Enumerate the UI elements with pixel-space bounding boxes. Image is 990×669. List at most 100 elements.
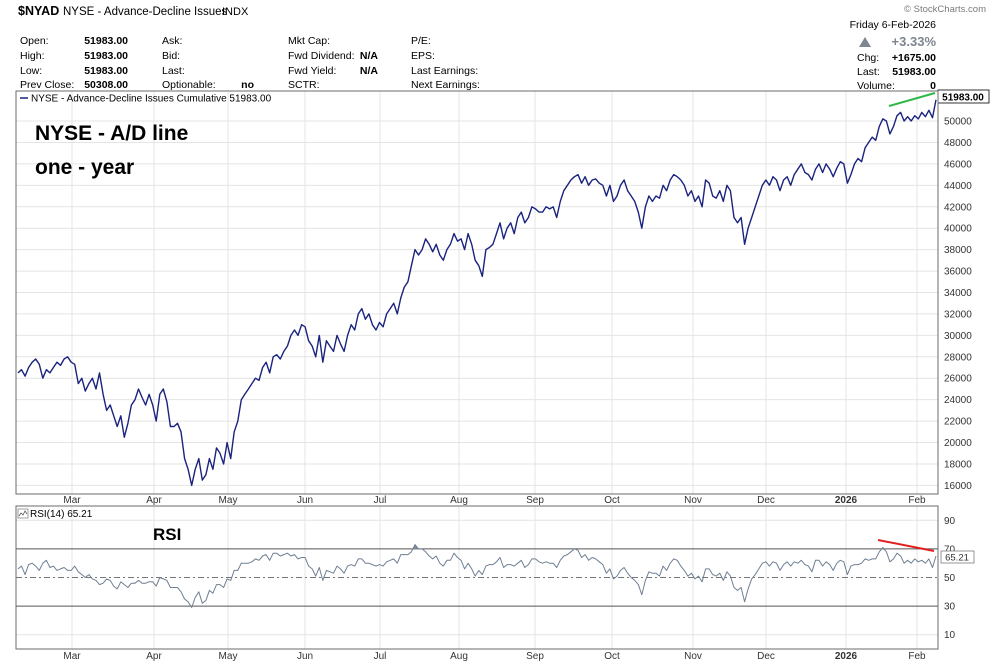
price-y-tick-label: 40000	[944, 224, 972, 235]
rsi-series-line	[17, 544, 937, 608]
up-arrow-icon	[859, 37, 871, 47]
fwd-yield-value: N/A	[360, 65, 379, 77]
rsi-y-tick-label: 30	[944, 602, 956, 613]
prevclose-label: Prev Close:	[20, 79, 74, 91]
price-legend-text: NYSE - Advance-Decline Issues Cumulative…	[31, 94, 272, 105]
low-label: Low:	[20, 65, 42, 77]
high-label: High:	[20, 50, 45, 62]
price-x-tick-label: 2026	[835, 495, 858, 506]
rsi-x-tick-label: Aug	[450, 651, 468, 662]
quote-date: Friday 6-Feb-2026	[850, 19, 937, 31]
watermark: © StockCharts.com	[904, 4, 986, 15]
annotation-title-line1: NYSE - A/D line	[35, 122, 188, 145]
last-value: 51983.00	[892, 66, 936, 78]
price-y-tick-label: 16000	[944, 481, 972, 492]
price-y-tick-label: 22000	[944, 417, 972, 428]
rsi-gridlines	[16, 506, 938, 649]
price-y-tick-label: 24000	[944, 395, 972, 406]
rsi-last-tag: 65.21	[940, 550, 975, 564]
price-x-tick-label: Oct	[604, 495, 620, 506]
fwd-yield-label: Fwd Yield:	[288, 65, 336, 77]
rsi-y-tick-label: 90	[944, 516, 956, 527]
open-label: Open:	[20, 35, 49, 47]
price-x-tick-label: Jun	[297, 495, 313, 506]
price-y-tick-label: 30000	[944, 331, 972, 342]
price-panel-frame	[15, 90, 939, 495]
price-y-tick-label: 26000	[944, 374, 972, 385]
bid-label: Bid:	[162, 50, 180, 62]
rsi-last-label: 65.21	[945, 553, 969, 564]
open-value: 51983.00	[84, 35, 128, 47]
price-x-tick-label: Mar	[63, 495, 81, 506]
price-y-tick-label: 28000	[944, 352, 972, 363]
price-y-tick-label: 36000	[944, 267, 972, 278]
rsi-last-box	[940, 550, 975, 564]
price-y-tick-label: 50000	[944, 117, 972, 128]
rsi-x-tick-label: Oct	[604, 651, 620, 662]
rsi-legend-box	[17, 508, 29, 519]
fwd-dividend-value: N/A	[360, 50, 379, 62]
percent-change: +3.33%	[892, 34, 937, 49]
mktcap-label: Mkt Cap:	[288, 35, 330, 47]
rsi-x-tick-label: Dec	[757, 651, 775, 662]
quote-block: Open: 51983.00 High: 51983.00 Low: 51983…	[20, 35, 480, 91]
price-last-label: 51983.00	[942, 93, 984, 104]
prevclose-value: 50308.00	[84, 79, 128, 91]
chg-label: Chg:	[857, 52, 879, 64]
rsi-x-tick-label: Mar	[63, 651, 81, 662]
rsi-x-tick-label: Feb	[908, 651, 926, 662]
high-value: 51983.00	[84, 50, 128, 62]
exchange: INDX	[222, 6, 249, 18]
rsi-legend-text: RSI(14) 65.21	[30, 509, 93, 520]
change-block: Friday 6-Feb-2026 +3.33% Chg: +1675.00 L…	[850, 19, 937, 92]
rsi-x-tick-label: Nov	[684, 651, 702, 662]
rsi-y-tick-label: 10	[944, 630, 956, 641]
price-y-tick-label: 20000	[944, 438, 972, 449]
rsi-x-tick-label: May	[219, 651, 238, 662]
next-earnings-label: Next Earnings:	[411, 79, 480, 91]
fwd-dividend-label: Fwd Dividend:	[288, 50, 355, 62]
low-value: 51983.00	[84, 65, 128, 77]
price-last-tag: 51983.00	[937, 89, 990, 104]
chg-value: +1675.00	[892, 52, 936, 64]
price-y-axis: 16000 18000 20000 22000 24000 26000 28000 30000…	[944, 117, 972, 492]
volume-value: 0	[930, 80, 936, 92]
volume-label: Volume:	[857, 80, 895, 92]
price-y-tick-label: 18000	[944, 459, 972, 470]
price-series-line	[17, 99, 937, 487]
red-divergence-line	[877, 539, 935, 552]
price-x-tick-label: Dec	[757, 495, 775, 506]
optionable-label: Optionable:	[162, 79, 216, 91]
annotation-rsi: RSI	[153, 525, 181, 544]
optionable-value: no	[241, 79, 254, 91]
eps-label: EPS:	[411, 50, 435, 62]
price-x-tick-label: Aug	[450, 495, 468, 506]
rsi-legend-icon	[18, 510, 28, 517]
price-y-tick-label: 42000	[944, 202, 972, 213]
price-x-tick-label: Jul	[374, 495, 387, 506]
rsi-x-tick-label: 2026	[835, 651, 858, 662]
rsi-y-tick-label: 70	[944, 544, 956, 555]
price-x-tick-label: Nov	[684, 495, 702, 506]
symbol: $NYAD	[18, 4, 59, 18]
last-label: Last:	[857, 66, 880, 78]
rsi-x-tick-label: Apr	[146, 651, 162, 662]
quote-last-label: Last:	[162, 65, 185, 77]
rsi-x-tick-label: Jun	[297, 651, 313, 662]
symbol-name: NYSE - Advance-Decline Issues	[63, 6, 228, 18]
ask-label: Ask:	[162, 35, 182, 47]
pe-label: P/E:	[411, 35, 431, 47]
rsi-y-axis: 10 30 50 70 90	[944, 516, 956, 641]
rsi-y-tick-label: 50	[944, 573, 956, 584]
price-y-tick-label: 48000	[944, 138, 972, 149]
rsi-panel-frame	[15, 505, 939, 650]
price-y-tick-label: 32000	[944, 309, 972, 320]
price-x-tick-label: May	[219, 495, 238, 506]
rsi-overbought-fill	[412, 544, 884, 549]
sctr-label: SCTR:	[288, 79, 320, 91]
rsi-x-axis: Mar Apr May Jun Jul Aug Sep Oct Nov Dec 2026 Feb	[63, 651, 926, 662]
price-gridlines	[16, 91, 938, 494]
price-x-axis: Mar Apr May Jun Jul Aug Sep Oct Nov Dec 2026 Feb	[63, 495, 926, 506]
